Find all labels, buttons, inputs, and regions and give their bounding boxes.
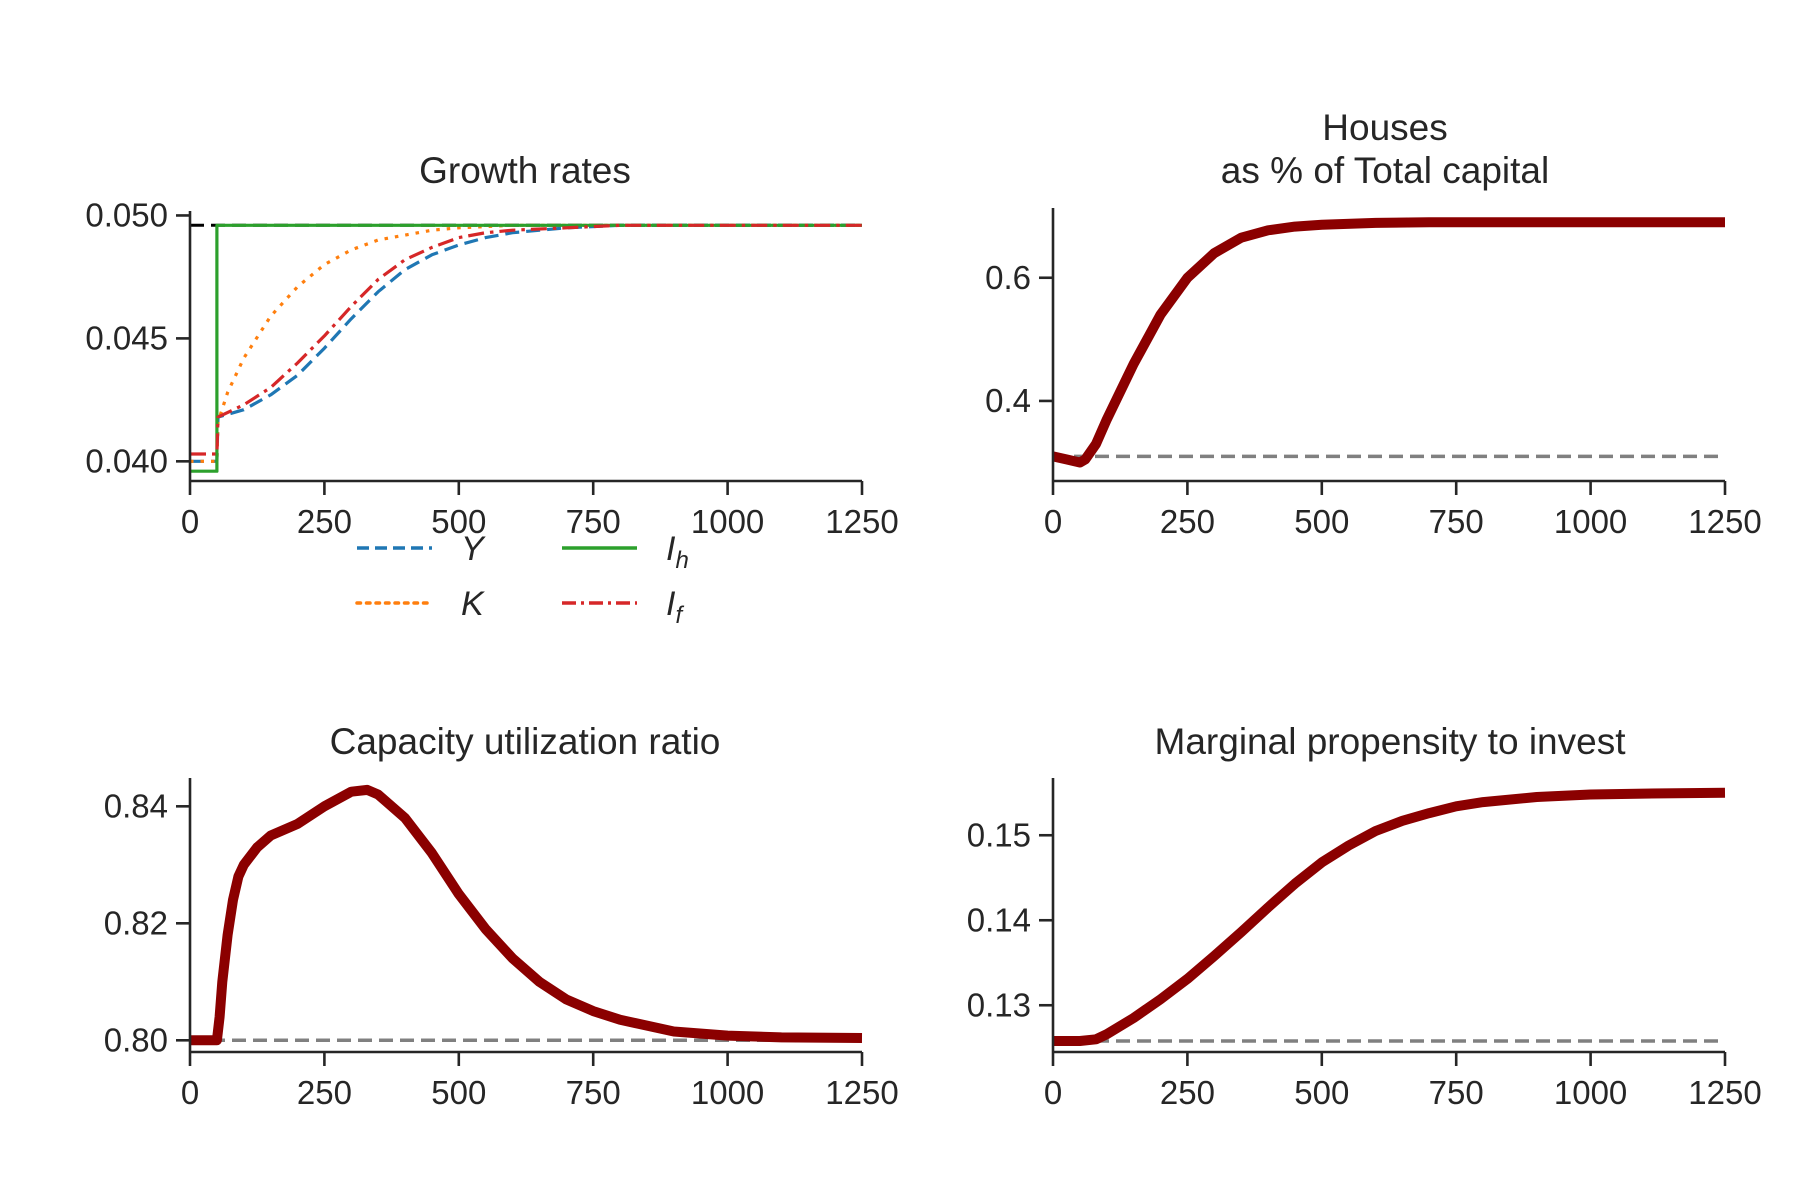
x-tick-label: 1000 [1554, 503, 1627, 540]
series-line-if [190, 223, 862, 456]
x-tick-label: 750 [1429, 503, 1484, 540]
y-tick-label: 0.050 [85, 196, 168, 233]
panel-title: Capacity utilization ratio [330, 721, 721, 762]
x-tick-label: 500 [431, 1074, 486, 1111]
legend-label-y: Y [461, 530, 486, 568]
series-line [190, 784, 863, 1046]
panel-growth-rates: Growth rates 0 250 500 750 1000 1250 0.040 0.04… [85, 150, 898, 540]
panel-title: Marginal propensity to invest [1155, 721, 1627, 762]
legend-label-k: K [461, 585, 485, 623]
y-tick-label: 0.80 [104, 1021, 168, 1058]
series-line-ih [190, 223, 862, 473]
x-tick-label: 1000 [691, 1074, 764, 1111]
y-tick-label: 0.14 [967, 901, 1031, 938]
x-tick-label: 1250 [825, 503, 898, 540]
x-tick-label: 0 [181, 1074, 199, 1111]
legend-label-ih-sub: h [675, 547, 688, 574]
x-tick-label: 1000 [1554, 1074, 1627, 1111]
panel-marginal-propensity: Marginal propensity to invest 0 250 500 750… [967, 721, 1762, 1111]
x-tick-label: 750 [566, 1074, 621, 1111]
legend-label-if: If [666, 585, 684, 629]
y-tick-label: 0.13 [967, 986, 1031, 1023]
x-tick-label: 1250 [1688, 503, 1761, 540]
legend-label-if-main: I [666, 585, 676, 623]
series-line [1053, 787, 1726, 1046]
x-tick-label: 500 [1294, 1074, 1349, 1111]
legend: Y K Ih If [355, 530, 689, 629]
x-tick-label: 500 [431, 503, 486, 540]
panel-title: Growth rates [419, 150, 631, 191]
x-tick-label: 500 [1294, 503, 1349, 540]
panel-title-line: Houses [1322, 107, 1447, 148]
legend-label-ih: Ih [666, 530, 689, 574]
x-tick-label: 250 [1160, 503, 1215, 540]
x-tick-label: 1250 [1688, 1074, 1761, 1111]
y-tick-label: 0.82 [104, 904, 168, 941]
series-line [1051, 217, 1725, 468]
x-tick-label: 0 [181, 503, 199, 540]
y-tick-label: 0.15 [967, 816, 1031, 853]
panel-capacity-utilization: Capacity utilization ratio 0 250 500 750 100… [104, 721, 899, 1111]
x-tick-label: 1250 [825, 1074, 898, 1111]
legend-label-if-sub: f [675, 602, 684, 629]
x-tick-label: 0 [1044, 1074, 1062, 1111]
x-tick-label: 250 [297, 1074, 352, 1111]
y-tick-label: 0.045 [85, 319, 168, 356]
x-tick-label: 0 [1044, 503, 1062, 540]
legend-label-ih-main: I [666, 530, 676, 568]
y-tick-label: 0.84 [104, 787, 168, 824]
x-tick-label: 1000 [691, 503, 764, 540]
x-tick-label: 250 [297, 503, 352, 540]
x-tick-label: 750 [566, 503, 621, 540]
panel-title-line: as % of Total capital [1221, 150, 1549, 191]
y-tick-label: 0.040 [85, 442, 168, 479]
x-tick-label: 250 [1160, 1074, 1215, 1111]
panel-houses: Houses as % of Total capital 0 250 500 750 1… [985, 107, 1762, 540]
y-tick-label: 0.6 [985, 259, 1031, 296]
x-tick-label: 750 [1429, 1074, 1484, 1111]
y-tick-label: 0.4 [985, 382, 1031, 419]
